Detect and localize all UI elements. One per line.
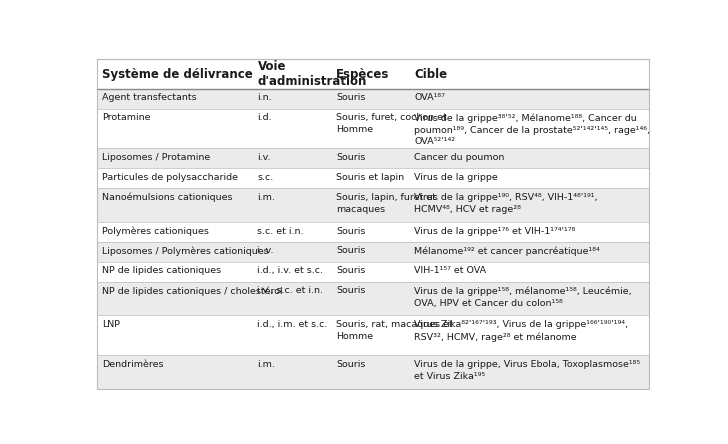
Text: Cancer du poumon: Cancer du poumon — [414, 153, 505, 162]
Text: VIH-1¹⁵⁷ et OVA: VIH-1¹⁵⁷ et OVA — [414, 266, 486, 275]
Text: Souris: Souris — [336, 360, 365, 369]
Text: Souris, furet, cochon et
Homme: Souris, furet, cochon et Homme — [336, 113, 447, 134]
Bar — [98, 315, 649, 355]
Text: Virus de la grippe³⁸'⁵², Mélanome¹⁸⁸, Cancer du
poumon¹⁸⁹, Cancer de la prostate: Virus de la grippe³⁸'⁵², Mélanome¹⁸⁸, Ca… — [414, 113, 650, 147]
Bar — [98, 59, 649, 89]
Bar — [98, 281, 649, 315]
Text: Agent transfectants: Agent transfectants — [102, 93, 197, 102]
Bar — [98, 242, 649, 262]
Bar — [98, 89, 649, 109]
Text: Virus Zika⁸²'¹⁶⁷'¹⁹³, Virus de la grippe¹⁶⁶'¹⁹⁰'¹⁹⁴,
RSV³², HCMV, rage²⁸ et méla: Virus Zika⁸²'¹⁶⁷'¹⁹³, Virus de la grippe… — [414, 320, 628, 341]
Text: i.d., i.m. et s.c.: i.d., i.m. et s.c. — [258, 320, 328, 329]
Bar — [98, 109, 649, 148]
Text: Souris: Souris — [336, 246, 365, 255]
Bar — [98, 168, 649, 188]
Text: Souris: Souris — [336, 226, 365, 236]
Text: Souris: Souris — [336, 266, 365, 275]
Text: OVA¹⁸⁷: OVA¹⁸⁷ — [414, 93, 445, 102]
Text: NP de lipides cationiques / cholestérol: NP de lipides cationiques / cholestérol — [102, 286, 282, 296]
Text: Souris, rat, macaques et
Homme: Souris, rat, macaques et Homme — [336, 320, 453, 341]
Text: Cible: Cible — [414, 67, 447, 80]
Bar — [98, 355, 649, 389]
Text: NP de lipides cationiques: NP de lipides cationiques — [102, 266, 221, 275]
Text: Souris: Souris — [336, 286, 365, 295]
Text: Souris: Souris — [336, 153, 365, 162]
Text: Voie
d'administration: Voie d'administration — [258, 60, 367, 88]
Text: LNP: LNP — [102, 320, 120, 329]
Text: s.c.: s.c. — [258, 173, 274, 182]
Text: Nanoémulsions cationiques: Nanoémulsions cationiques — [102, 193, 232, 202]
Text: Virus de la grippe: Virus de la grippe — [414, 173, 498, 182]
Text: Système de délivrance: Système de délivrance — [102, 67, 253, 80]
Text: Virus de la grippe¹⁹⁰, RSV⁴⁸, VIH-1⁴⁸'¹⁹¹,
HCMV⁴⁸, HCV et rage²⁸: Virus de la grippe¹⁹⁰, RSV⁴⁸, VIH-1⁴⁸'¹⁹… — [414, 193, 598, 214]
Text: i.v.: i.v. — [258, 153, 271, 162]
Text: Souris, lapin, furet et
macaques: Souris, lapin, furet et macaques — [336, 193, 436, 214]
Text: Mélanome¹⁹² et cancer pancréatique¹⁸⁴: Mélanome¹⁹² et cancer pancréatique¹⁸⁴ — [414, 246, 600, 256]
Text: Protamine: Protamine — [102, 113, 151, 122]
Text: Virus de la grippe¹⁵⁸, mélanome¹⁵⁸, Leucémie,
OVA, HPV et Cancer du colon¹⁵⁸: Virus de la grippe¹⁵⁸, mélanome¹⁵⁸, Leuc… — [414, 286, 632, 308]
Bar — [98, 222, 649, 242]
Text: Liposomes / Polymères cationiques: Liposomes / Polymères cationiques — [102, 246, 269, 256]
Text: Particules de polysaccharide: Particules de polysaccharide — [102, 173, 238, 182]
Bar — [98, 188, 649, 222]
Text: i .v.: i .v. — [258, 246, 274, 255]
Bar — [98, 148, 649, 168]
Text: Polymères cationiques: Polymères cationiques — [102, 226, 209, 236]
Text: Espèces: Espèces — [336, 67, 389, 80]
Text: s.c. et i.n.: s.c. et i.n. — [258, 226, 304, 236]
Text: Souris: Souris — [336, 93, 365, 102]
Text: i.v., s.c. et i.n.: i.v., s.c. et i.n. — [258, 286, 323, 295]
Text: Virus de la grippe¹⁷⁶ et VIH-1¹⁷⁴'¹⁷⁸: Virus de la grippe¹⁷⁶ et VIH-1¹⁷⁴'¹⁷⁸ — [414, 226, 575, 236]
Text: i.m.: i.m. — [258, 360, 275, 369]
Text: Dendrimères: Dendrimères — [102, 360, 163, 369]
Text: Virus de la grippe, Virus Ebola, Toxoplasmose¹⁸⁵
et Virus Zika¹⁹⁵: Virus de la grippe, Virus Ebola, Toxopla… — [414, 360, 641, 381]
Text: i.n.: i.n. — [258, 93, 272, 102]
Text: i.d., i.v. et s.c.: i.d., i.v. et s.c. — [258, 266, 323, 275]
Bar — [98, 262, 649, 281]
Text: i.m.: i.m. — [258, 193, 275, 202]
Text: Souris et lapin: Souris et lapin — [336, 173, 405, 182]
Text: Liposomes / Protamine: Liposomes / Protamine — [102, 153, 210, 162]
Text: i.d.: i.d. — [258, 113, 272, 122]
